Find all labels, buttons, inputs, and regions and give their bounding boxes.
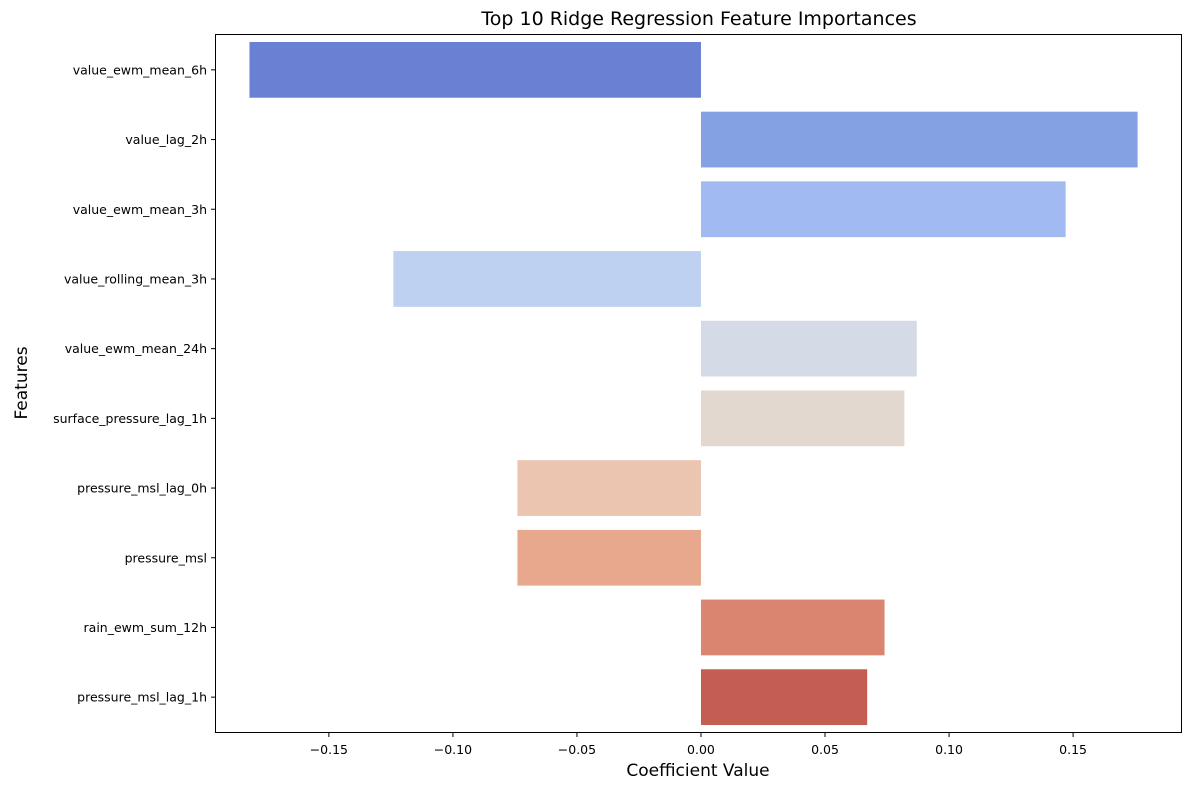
- bar-value_rolling_mean_3h: [393, 251, 701, 307]
- x-axis-ticks: −0.15 −0.10 −0.05 0.00 0.05 0.10 0.15: [310, 732, 1087, 757]
- y-tick-label: value_ewm_mean_24h: [65, 341, 207, 356]
- y-tick-label: rain_ewm_sum_12h: [84, 620, 207, 635]
- y-axis-ticks: value_ewm_mean_6h value_lag_2h value_ewm_m…: [53, 62, 216, 705]
- y-tick-label: value_ewm_mean_6h: [73, 62, 207, 77]
- x-tick-label: 0.00: [687, 742, 715, 757]
- y-axis-label: Features: [12, 346, 32, 419]
- y-tick-label: surface_pressure_lag_1h: [53, 411, 207, 426]
- bar-value_ewm_mean_24h: [700, 320, 917, 377]
- bar-pressure_msl_lag_0h: [517, 460, 701, 516]
- chart-title: Top 10 Ridge Regression Feature Importan…: [480, 8, 916, 30]
- y-tick-label: pressure_msl_lag_1h: [77, 690, 207, 705]
- bar-value_ewm_mean_6h: [249, 41, 701, 98]
- bar-rain_ewm_sum_12h: [700, 599, 885, 656]
- y-tick-label: pressure_msl: [125, 550, 207, 565]
- bar-pressure_msl_lag_1h: [700, 669, 868, 726]
- plot-frame: [215, 34, 1182, 733]
- x-tick-label: 0.05: [811, 742, 839, 757]
- x-tick-label: −0.10: [434, 742, 472, 757]
- x-tick-label: −0.05: [558, 742, 596, 757]
- bar-value_ewm_mean_3h: [700, 181, 1066, 238]
- bar-pressure_msl: [517, 529, 701, 586]
- x-tick-label: −0.15: [310, 742, 348, 757]
- x-tick-label: 0.10: [935, 742, 963, 757]
- bar-surface_pressure_lag_1h: [700, 390, 905, 447]
- x-axis-label: Coefficient Value: [626, 761, 769, 781]
- y-tick-label: pressure_msl_lag_0h: [77, 481, 207, 496]
- y-tick-label: value_rolling_mean_3h: [64, 271, 207, 286]
- bars: [249, 41, 1138, 726]
- y-tick-label: value_lag_2h: [125, 132, 207, 147]
- y-tick-label: value_ewm_mean_3h: [73, 202, 207, 217]
- bar-value_lag_2h: [700, 111, 1138, 168]
- x-tick-label: 0.15: [1059, 742, 1087, 757]
